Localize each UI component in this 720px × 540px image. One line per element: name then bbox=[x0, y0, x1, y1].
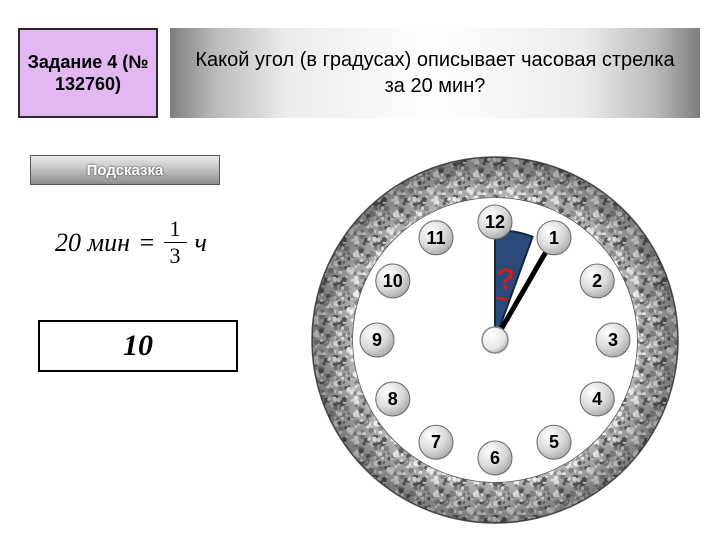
hint-formula: 20 мин = 1 3 ч bbox=[55, 218, 207, 267]
formula-unit: ч bbox=[195, 228, 207, 258]
svg-text:9: 9 bbox=[372, 330, 382, 350]
answer-box: 10 bbox=[38, 320, 238, 372]
task-badge: Задание 4 (№ 132760) bbox=[18, 28, 158, 118]
svg-text:1: 1 bbox=[549, 228, 559, 248]
formula-lhs: 20 мин bbox=[55, 228, 130, 258]
clock-svg: ?121234567891011 bbox=[310, 155, 680, 525]
formula-numerator: 1 bbox=[164, 218, 187, 243]
hint-button[interactable]: Подсказка bbox=[30, 155, 220, 185]
svg-text:8: 8 bbox=[388, 389, 398, 409]
formula-eq: = bbox=[138, 228, 156, 258]
svg-text:?: ? bbox=[497, 263, 515, 296]
svg-text:7: 7 bbox=[431, 432, 441, 452]
hint-label: Подсказка bbox=[87, 162, 164, 179]
svg-text:10: 10 bbox=[383, 271, 403, 291]
svg-text:2: 2 bbox=[592, 271, 602, 291]
svg-text:3: 3 bbox=[608, 330, 618, 350]
svg-text:5: 5 bbox=[549, 432, 559, 452]
svg-text:6: 6 bbox=[490, 448, 500, 468]
formula-fraction: 1 3 bbox=[164, 218, 187, 267]
formula-denominator: 3 bbox=[170, 243, 181, 267]
clock-diagram: ?121234567891011 bbox=[310, 155, 680, 525]
answer-value: 10 bbox=[123, 329, 153, 363]
svg-text:12: 12 bbox=[485, 212, 505, 232]
svg-text:11: 11 bbox=[426, 228, 445, 248]
task-label: Задание 4 (№ 132760) bbox=[26, 51, 150, 96]
question-bar: Какой угол (в градусах) описывает часова… bbox=[170, 28, 700, 118]
question-text: Какой угол (в градусах) описывает часова… bbox=[186, 47, 684, 99]
svg-text:4: 4 bbox=[592, 389, 602, 409]
